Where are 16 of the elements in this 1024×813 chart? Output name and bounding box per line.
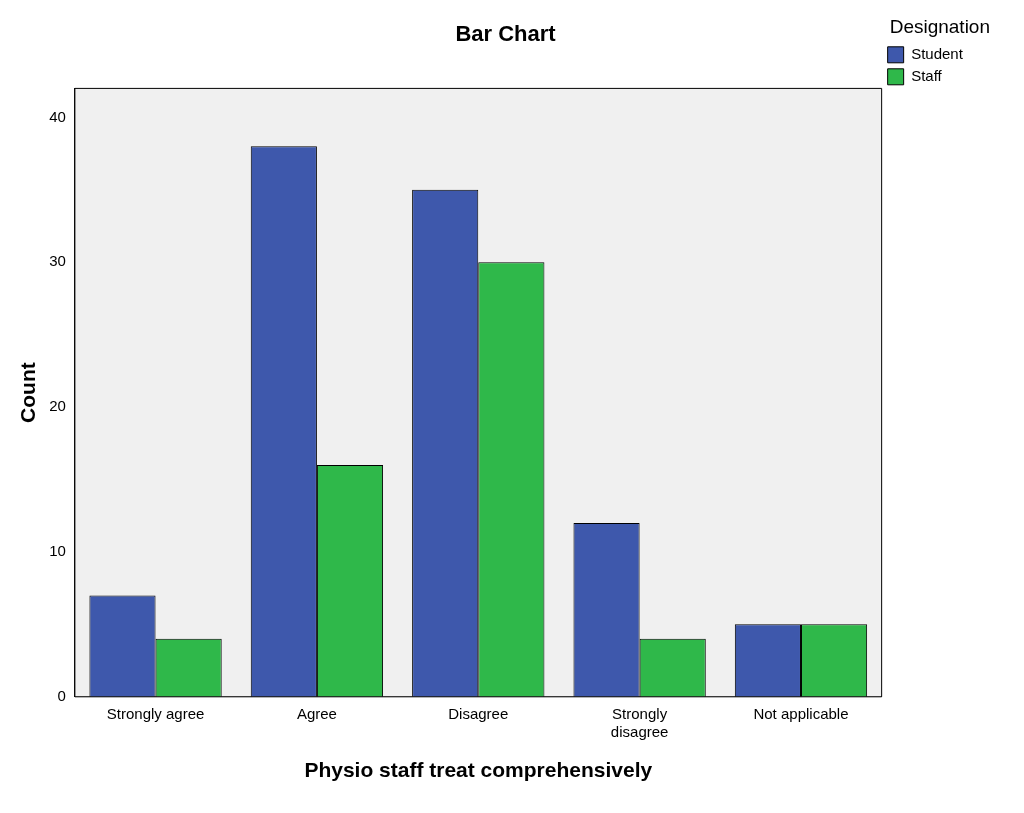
y-tick-label: 30	[49, 252, 66, 270]
x-tick-label: Strongly disagree	[610, 704, 669, 740]
legend-label: Student	[911, 44, 964, 62]
y-tick-label: 0	[57, 686, 66, 704]
y-tick-label: 10	[49, 542, 66, 560]
x-tick-label: Disagree	[448, 704, 509, 722]
x-tick-label: Not applicable	[753, 704, 849, 722]
x-axis-title: Physio staff treat comprehensively	[304, 758, 653, 782]
y-tick-label: 40	[49, 107, 66, 125]
y-axis-title: Count	[16, 362, 40, 423]
y-tick-label: 20	[49, 397, 66, 415]
legend-label: Staff	[911, 66, 943, 84]
legend-title: Designation	[889, 15, 990, 37]
chart-title: Bar Chart	[455, 21, 557, 47]
x-tick-label: Strongly agree	[106, 704, 205, 722]
x-tick-label: Agree	[296, 704, 337, 722]
